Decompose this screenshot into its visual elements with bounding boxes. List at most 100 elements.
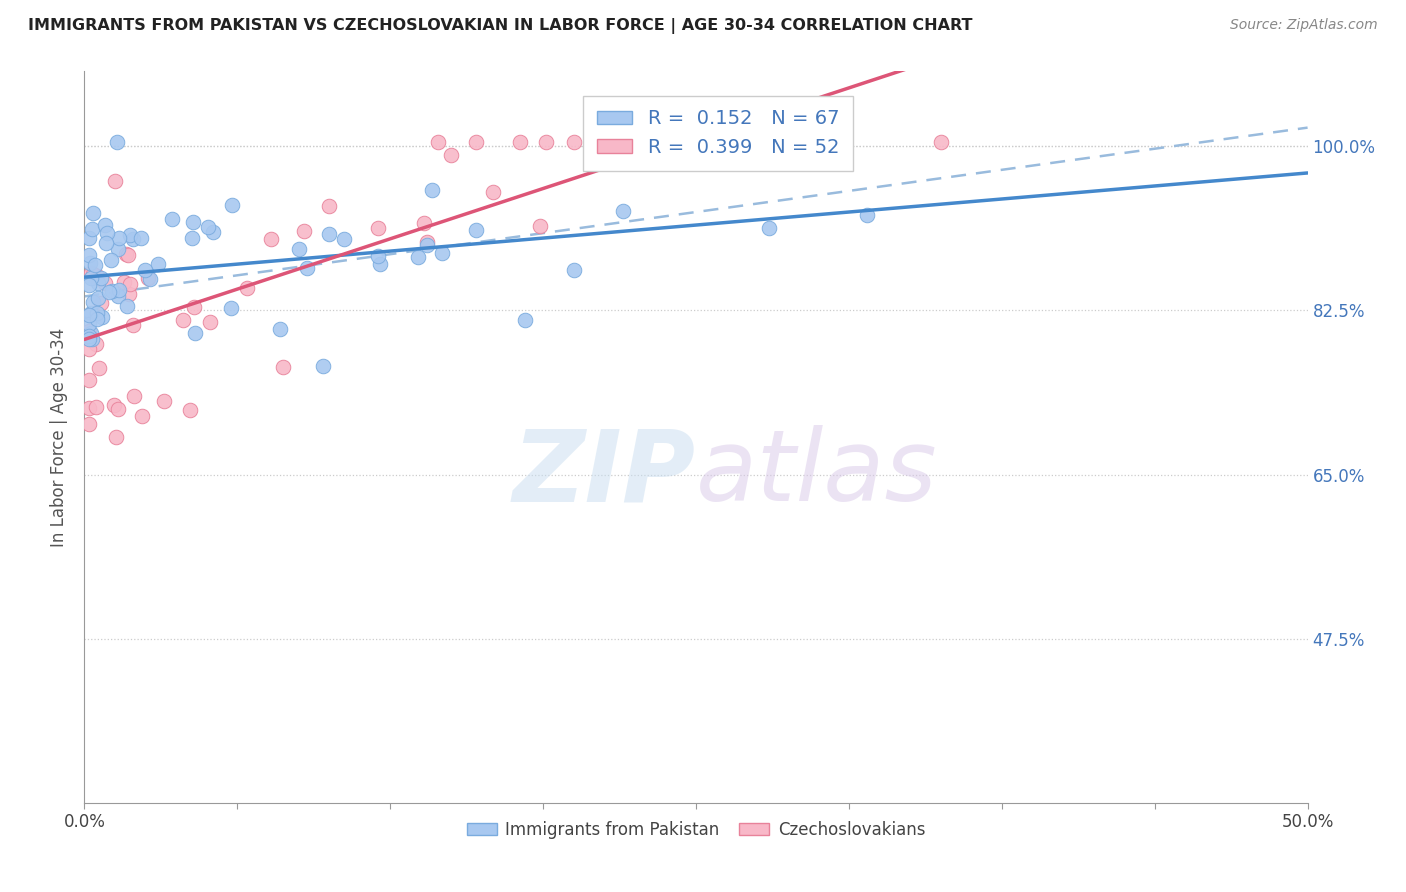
Point xyxy=(79,306,101,320)
Text: Source: ZipAtlas.com: Source: ZipAtlas.com xyxy=(1230,18,1378,32)
Text: atlas: atlas xyxy=(696,425,938,522)
Point xyxy=(367,220,389,235)
Point xyxy=(117,248,139,262)
Point xyxy=(93,277,115,291)
Point xyxy=(77,231,100,245)
Point xyxy=(197,219,219,234)
Point xyxy=(333,232,356,246)
Point xyxy=(90,296,112,310)
Point xyxy=(118,277,141,291)
Point xyxy=(413,216,436,230)
Point xyxy=(107,283,129,297)
Point xyxy=(115,299,138,313)
Point xyxy=(77,277,100,292)
Point xyxy=(107,242,129,256)
Point xyxy=(292,224,315,238)
Point xyxy=(129,230,152,244)
Point xyxy=(77,417,100,431)
Point xyxy=(440,148,463,162)
Point xyxy=(77,332,100,346)
Point xyxy=(464,135,486,149)
Point xyxy=(86,270,108,285)
Legend: Immigrants from Pakistan, Czechoslovakians: Immigrants from Pakistan, Czechoslovakia… xyxy=(460,814,932,846)
Point xyxy=(86,268,108,283)
Point xyxy=(562,263,585,277)
Point xyxy=(82,267,104,281)
Point xyxy=(368,257,391,271)
Point xyxy=(134,263,156,277)
Point xyxy=(98,285,121,299)
Point xyxy=(509,135,531,149)
Point xyxy=(87,361,110,376)
Point xyxy=(172,313,194,327)
Point xyxy=(84,337,107,351)
Point xyxy=(612,203,634,218)
Point xyxy=(77,373,100,387)
Point xyxy=(295,261,318,276)
Point xyxy=(79,326,101,340)
Point xyxy=(287,242,309,256)
Point xyxy=(416,235,439,249)
Point xyxy=(406,250,429,264)
Point xyxy=(269,321,291,335)
Point xyxy=(77,343,100,357)
Point xyxy=(181,231,204,245)
Point xyxy=(86,306,108,320)
Point xyxy=(79,256,101,270)
Text: IMMIGRANTS FROM PAKISTAN VS CZECHOSLOVAKIAN IN LABOR FORCE | AGE 30-34 CORRELATI: IMMIGRANTS FROM PAKISTAN VS CZECHOSLOVAK… xyxy=(28,18,973,34)
Point xyxy=(513,313,536,327)
Point xyxy=(856,208,879,222)
Point xyxy=(420,183,443,197)
Point xyxy=(139,272,162,286)
Point xyxy=(183,215,205,229)
Point xyxy=(86,291,108,305)
Point xyxy=(117,286,139,301)
Point xyxy=(94,236,117,251)
Point xyxy=(118,227,141,242)
Point xyxy=(929,135,952,149)
Point xyxy=(534,135,557,149)
Point xyxy=(86,312,108,326)
Point xyxy=(90,271,112,285)
Point xyxy=(152,393,174,408)
Point xyxy=(90,310,112,325)
Point xyxy=(114,246,136,260)
Point xyxy=(104,174,127,188)
Point xyxy=(464,223,486,237)
Point xyxy=(103,398,125,412)
Point xyxy=(184,326,207,340)
Point xyxy=(807,135,830,149)
Point xyxy=(86,276,108,290)
Point xyxy=(162,212,184,227)
Point xyxy=(318,199,340,213)
Point xyxy=(367,249,389,263)
Point xyxy=(100,252,122,267)
Point xyxy=(80,222,103,236)
Point xyxy=(77,401,100,416)
Point xyxy=(131,409,153,423)
Point xyxy=(104,430,127,444)
Point xyxy=(260,232,283,246)
Point xyxy=(100,284,122,298)
Point xyxy=(198,315,221,329)
Point xyxy=(77,248,100,262)
Point xyxy=(84,400,107,414)
Point xyxy=(482,185,505,199)
Text: ZIP: ZIP xyxy=(513,425,696,522)
Point xyxy=(661,135,683,149)
Point xyxy=(77,329,100,343)
Point xyxy=(273,359,295,374)
Point xyxy=(318,227,340,242)
Point xyxy=(77,317,100,331)
Point xyxy=(80,271,103,285)
Point xyxy=(183,301,205,315)
Point xyxy=(529,219,551,234)
Point xyxy=(201,226,224,240)
Point xyxy=(758,135,780,149)
Point xyxy=(312,359,335,373)
Point xyxy=(80,333,103,347)
Point xyxy=(107,289,129,303)
Point xyxy=(122,389,145,403)
Point xyxy=(426,135,449,149)
Point xyxy=(121,232,143,246)
